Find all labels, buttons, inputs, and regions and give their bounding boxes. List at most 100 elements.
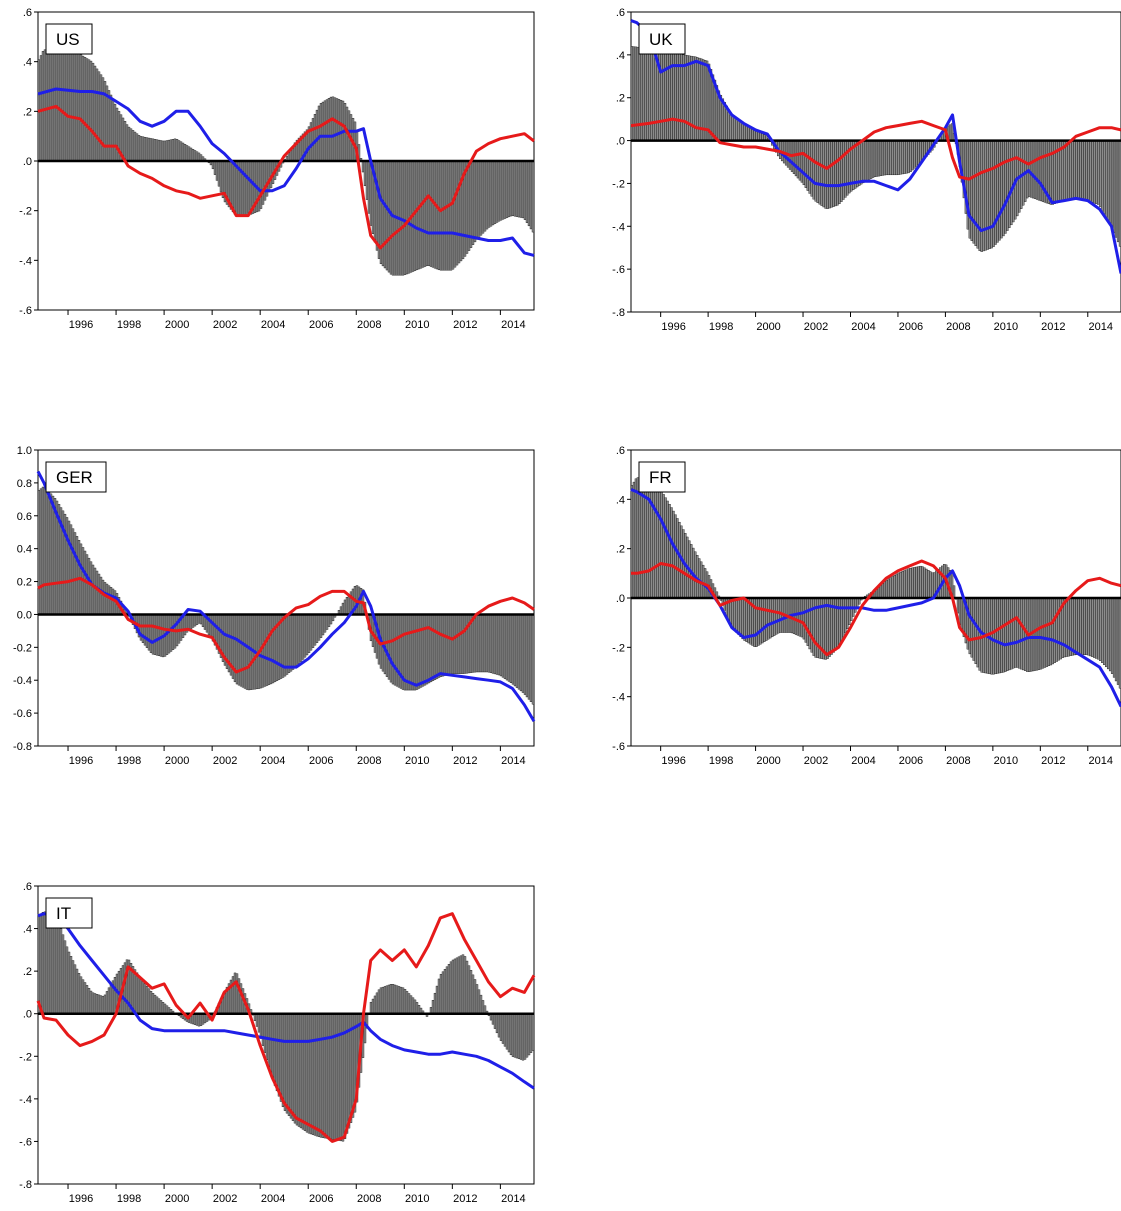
panel-it-bar [135, 972, 139, 1014]
panel-fr-bar [1033, 597, 1037, 671]
panel-ger-bar [191, 614, 195, 628]
panel-uk-bar [646, 48, 649, 141]
panel-it-bar [493, 1013, 497, 1029]
panel-it-bar [441, 971, 445, 1014]
panel-us-x-tick-label: 2000 [165, 319, 189, 331]
panel-fr-bar [846, 597, 849, 630]
panel-us-bar [173, 138, 177, 162]
panel-uk-bar [1006, 140, 1009, 231]
panel-ger-bar [73, 532, 77, 615]
panel-ger-bar [145, 614, 149, 648]
panel-ger-bar [433, 614, 437, 680]
panel-fr-bar [1079, 597, 1082, 655]
panel-fr-bar [1071, 597, 1074, 656]
panel-fr-bar [1101, 597, 1104, 663]
panel-ger-red-line [37, 576, 535, 674]
panel-ger-bar [153, 614, 157, 655]
panel-uk-bar [654, 49, 657, 141]
panel-fr-bar [970, 597, 973, 658]
panel-us-bar [433, 160, 437, 269]
panel-uk-bar [1095, 140, 1098, 204]
panel-uk-x-tick-label: 1998 [709, 321, 733, 333]
panel-uk-bar [873, 140, 877, 177]
panel-fr-bar [1035, 597, 1039, 671]
panel-ger-bar [413, 614, 417, 691]
panel-fr-bar [769, 597, 772, 639]
panel-ger-bar [429, 614, 433, 683]
panel-fr-bar [960, 597, 964, 631]
panel-fr-bar [630, 485, 634, 599]
panel-ger-bar [495, 614, 499, 675]
panel-uk-bar [1071, 140, 1074, 200]
panel-it-bar [289, 1013, 293, 1119]
panel-ger-bar [447, 614, 451, 675]
panel-us-bar [429, 160, 433, 267]
panel-it-bar [155, 996, 159, 1014]
panel-ger-bar [485, 614, 489, 673]
panel-fr-bar [1112, 597, 1116, 678]
panel-us-bar [367, 160, 371, 214]
panel-it-bar [531, 1013, 535, 1051]
panel-it-bar [399, 986, 403, 1014]
panel-us-x-tick-label: 2008 [357, 319, 381, 331]
panel-it-bar [315, 1013, 319, 1137]
panel-uk-bar [1033, 140, 1037, 199]
panel-uk-bar [1097, 140, 1100, 205]
panel-fr-bar [1006, 597, 1009, 671]
panel-fr-bar [634, 478, 638, 599]
panel-ger-bar [111, 588, 115, 615]
panel-it-bar [497, 1013, 501, 1038]
panel-us-bar [475, 160, 479, 240]
panel-us-bar [423, 160, 427, 267]
panel-uk-y-tick-label: .0 [616, 136, 625, 148]
panel-us-bar [233, 160, 237, 215]
panel-uk-bar [1010, 140, 1013, 226]
panel-it-bar [281, 1013, 285, 1108]
panel-us-bar [187, 146, 191, 162]
panel-fr-bar [1031, 597, 1035, 672]
panel-fr-bar [658, 488, 661, 599]
panel-uk-bar [1035, 140, 1039, 200]
panel-fr-bar [972, 597, 975, 661]
panel-it-bar [397, 986, 401, 1014]
panel-us-bar [133, 131, 137, 162]
panel-ger-bar [95, 570, 99, 615]
panel-it-bar [41, 912, 45, 1014]
panel-uk-y-tick-label: -.4 [612, 221, 625, 233]
panel-it-bar [307, 1013, 311, 1134]
panel-ger-bar [491, 614, 495, 674]
panel-us-bar [185, 145, 189, 162]
panel-fr-bar [1018, 597, 1021, 669]
panel-fr-bar [854, 597, 857, 613]
panel-ger-bar [509, 614, 513, 684]
panel-uk-bar [808, 140, 811, 194]
panel-us-bar [325, 99, 329, 162]
panel-fr-bar [929, 571, 932, 599]
panel-uk-bar [741, 122, 744, 141]
panel-uk-bar [1029, 140, 1033, 198]
panel-ger-blue-line [36, 470, 536, 723]
panel-us-bar [245, 160, 249, 216]
panel-uk-bar [1002, 140, 1005, 237]
panel-it-bar [55, 916, 59, 1014]
panel-us-bar [523, 160, 527, 220]
panel-ger-bar [425, 614, 429, 685]
panel-fr-bar [662, 494, 665, 599]
panel-it-x-tick-label: 2000 [165, 1193, 189, 1205]
panel-ger-bar [53, 498, 57, 615]
panel-uk-bar [636, 46, 640, 141]
panel-ger-bar [141, 614, 145, 643]
panel-uk-bar [1069, 140, 1072, 200]
panel-us-bar [531, 160, 535, 233]
panel-it-bar [75, 968, 79, 1014]
panel-fr-y-tick-label: -.6 [612, 741, 625, 753]
panel-it-bar [79, 976, 83, 1014]
panel-fr-bar [1043, 597, 1047, 668]
panel-us-bar [129, 128, 133, 162]
panel-ger-bar [325, 614, 329, 630]
panel-uk-red-line [630, 117, 1121, 181]
panel-us-bar [195, 151, 199, 162]
panel-us-bar [335, 98, 339, 162]
panel-us-bar [473, 160, 477, 243]
panel-ger-bar [97, 573, 101, 615]
